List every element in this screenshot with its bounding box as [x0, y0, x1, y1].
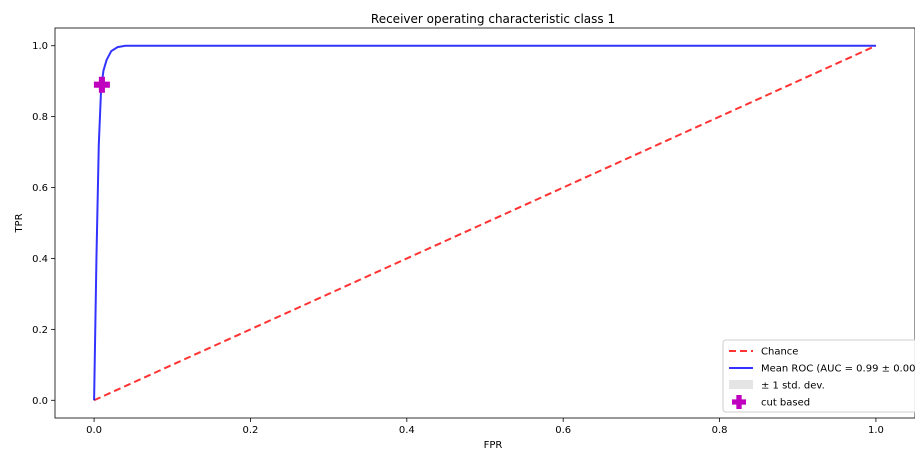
- y-tick-label: 0.2: [32, 325, 48, 336]
- y-tick-label: 0.6: [32, 183, 48, 194]
- x-tick-label: 0.0: [86, 425, 102, 436]
- chart-title: Receiver operating characteristic class …: [371, 12, 615, 26]
- y-tick-label: 0.4: [32, 254, 48, 265]
- y-tick-label: 1.0: [32, 41, 48, 52]
- x-axis-ticks: 0.0 0.2 0.4 0.6 0.8 1.0: [86, 418, 884, 436]
- x-axis-label: FPR: [484, 440, 503, 451]
- legend-swatch-std-band: [729, 380, 753, 389]
- legend-box: [722, 339, 915, 413]
- y-tick-label: 0.0: [32, 396, 48, 407]
- x-tick-label: 0.8: [712, 425, 728, 436]
- legend-swatch-cut-based: [732, 395, 746, 409]
- series-mean-roc-line: [93, 44, 876, 401]
- x-tick-label: 0.2: [243, 425, 259, 436]
- legend-label: Mean ROC (AUC = 0.99 ± 0.00): [761, 364, 915, 375]
- series-cut-based-marker: [93, 76, 110, 93]
- legend-label: Chance: [761, 347, 798, 358]
- plot-area: [54, 27, 915, 419]
- y-tick-label: 0.8: [32, 112, 48, 123]
- legend-label: ± 1 std. dev.: [761, 381, 825, 392]
- x-tick-label: 0.6: [555, 425, 571, 436]
- series-chance-line: [93, 44, 877, 402]
- x-tick-label: 1.0: [868, 425, 884, 436]
- plot-frame: [54, 27, 915, 419]
- x-tick-label: 0.4: [399, 425, 415, 436]
- legend-label: cut based: [761, 398, 810, 409]
- y-axis-label: TPR: [14, 213, 25, 233]
- y-axis-ticks: 0.0 0.2 0.4 0.6 0.8 1.0: [32, 41, 55, 407]
- legend: Chance Mean ROC (AUC = 0.99 ± 0.00) ± 1 st…: [722, 339, 915, 413]
